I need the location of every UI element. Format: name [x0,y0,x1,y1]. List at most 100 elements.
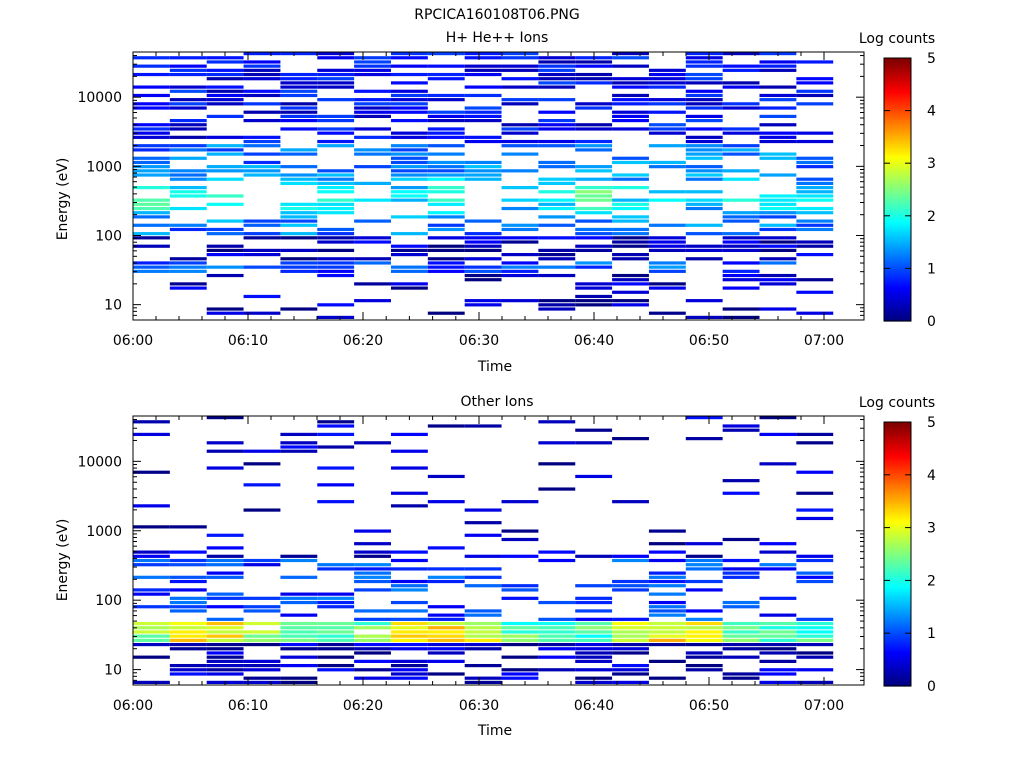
colorbar-segment [884,82,911,85]
heatmap-cell [612,630,649,634]
heatmap-cell [722,647,760,651]
heatmap-cell [538,77,576,81]
heatmap-cell [796,190,834,194]
heatmap-cell [685,52,723,56]
heatmap-cell [427,98,465,102]
heatmap-cell [685,148,723,152]
heatmap-cell [243,676,281,680]
heatmap-cell [317,638,355,642]
heatmap-cell [538,177,576,181]
heatmap-cell [133,56,170,60]
heatmap-cell [648,165,686,169]
heatmap-cell [501,240,539,244]
heatmap-cell [648,72,686,77]
heatmap-cell [759,240,797,244]
heatmap-cell [133,432,170,437]
heatmap-cell [538,600,576,605]
colorbar-segment [884,593,911,597]
heatmap-cell [317,621,355,626]
heatmap-cell [759,60,797,64]
heatmap-cell [427,236,465,240]
heatmap-cell [648,244,686,248]
heatmap-cell [133,198,170,202]
heatmap-cell [169,672,207,676]
colorbar-segment [884,97,911,101]
heatmap-cell [390,642,428,647]
colorbar-segment [884,545,911,548]
heatmap-cell [612,558,649,563]
heatmap-cell [133,265,170,269]
colorbar-segment [884,611,911,614]
heatmap-cell [501,52,539,56]
heatmap-cell [390,672,428,676]
heatmap-cell [759,273,797,278]
heatmap-cell [280,77,318,81]
heatmap-cell [648,600,686,605]
heatmap-cell [575,659,613,663]
heatmap-cell [501,169,539,173]
panel-top-frame [132,51,865,321]
colorbar-segment [884,424,911,427]
heatmap-cell [575,198,613,202]
heatmap-cell [390,106,428,110]
heatmap-cell [685,630,723,634]
heatmap-cell [206,449,244,453]
heatmap-cell [280,202,318,206]
heatmap-cell [759,567,797,571]
colorbar-tick-label: 0 [927,679,936,695]
colorbar-segment [884,242,911,245]
heatmap-cell [796,642,834,647]
colorbar-segment [884,554,911,557]
heatmap-cell [169,257,207,261]
heatmap-cell [427,93,465,98]
heatmap-cell [648,550,686,554]
colorbar-segment [884,547,911,551]
colorbar-segment [884,488,911,491]
heatmap-cell [133,605,170,609]
heatmap-cell [427,127,465,131]
heatmap-cell [759,227,797,232]
heatmap-cell [575,303,613,307]
heatmap-cell [501,630,539,634]
heatmap-cell [685,663,723,668]
heatmap-cell [354,89,391,93]
heatmap-cell [390,588,428,592]
heatmap-cell [575,630,613,634]
heatmap-cell [722,244,760,248]
heatmap-cell [317,261,355,265]
colorbar-segment [884,130,911,134]
heatmap-cell [390,177,428,181]
colorbar-segment [884,114,911,118]
heatmap-cell [427,190,465,194]
colorbar-segment [884,430,911,434]
heatmap-cell [575,634,613,638]
heatmap-cell [501,198,539,202]
heatmap-cell [317,186,355,190]
heatmap-cell [759,634,797,638]
colorbar-segment [884,209,911,213]
heatmap-cell [796,181,834,185]
heatmap-cell [206,592,244,596]
heatmap-cell [685,437,723,441]
heatmap-cell [464,521,502,525]
colorbar-segment [884,538,911,542]
heatmap-cell [501,144,539,148]
heatmap-cell [169,626,207,630]
heatmap-cell [685,106,723,110]
heatmap-cell [464,663,502,668]
colorbar-segment [884,112,911,116]
heatmap-cell [575,139,613,144]
colorbar-segment [884,448,911,452]
heatmap-cell [759,542,797,546]
heatmap-cell [575,617,613,621]
heatmap-cell [685,668,723,672]
heatmap-cell [538,160,576,165]
colorbar-tick-label: 3 [927,521,936,537]
heatmap-cell [501,261,539,265]
colorbar-segment [884,525,911,529]
heatmap-cell [133,525,170,529]
heatmap-cell [501,642,539,647]
heatmap-cell [612,282,649,286]
colorbar-segment [884,457,911,460]
heatmap-cell [354,579,391,584]
